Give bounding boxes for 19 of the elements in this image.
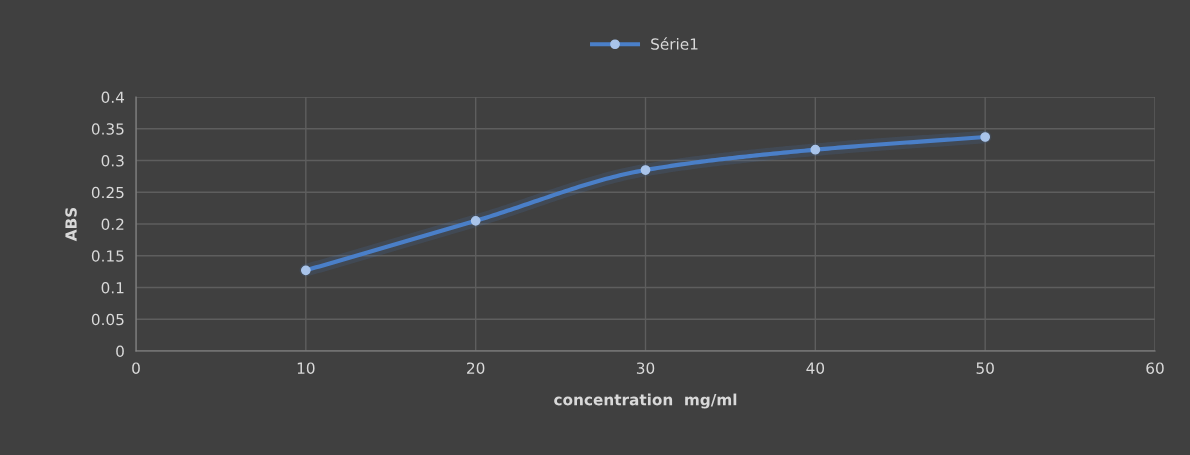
x-tick-label: 30 bbox=[636, 362, 655, 374]
y-tick-label: 0.4 bbox=[101, 91, 125, 104]
x-tick-label: 50 bbox=[976, 362, 994, 374]
x-tick-label: 10 bbox=[297, 362, 315, 374]
x-tick-label: 20 bbox=[467, 362, 485, 374]
y-tick-label: 0.25 bbox=[91, 186, 124, 199]
y-tick-label: 0.15 bbox=[91, 250, 124, 262]
y-tick-label: 0.2 bbox=[101, 218, 124, 231]
x-tick-label: 40 bbox=[806, 362, 825, 374]
legend-label: Série1 bbox=[651, 37, 698, 50]
x-tick-label: 0 bbox=[132, 362, 140, 374]
y-tick-label: 0 bbox=[116, 345, 124, 358]
y-tick-label: 0.05 bbox=[91, 313, 124, 326]
y-tick-label: 0.35 bbox=[91, 123, 124, 135]
x-axis-title: concentration mg/ml bbox=[554, 393, 737, 409]
x-tick-label: 60 bbox=[1146, 362, 1164, 374]
y-tick-label: 0.3 bbox=[101, 154, 124, 167]
y-tick-label: 0.1 bbox=[101, 281, 124, 294]
y-axis-title: ABS bbox=[65, 207, 77, 242]
